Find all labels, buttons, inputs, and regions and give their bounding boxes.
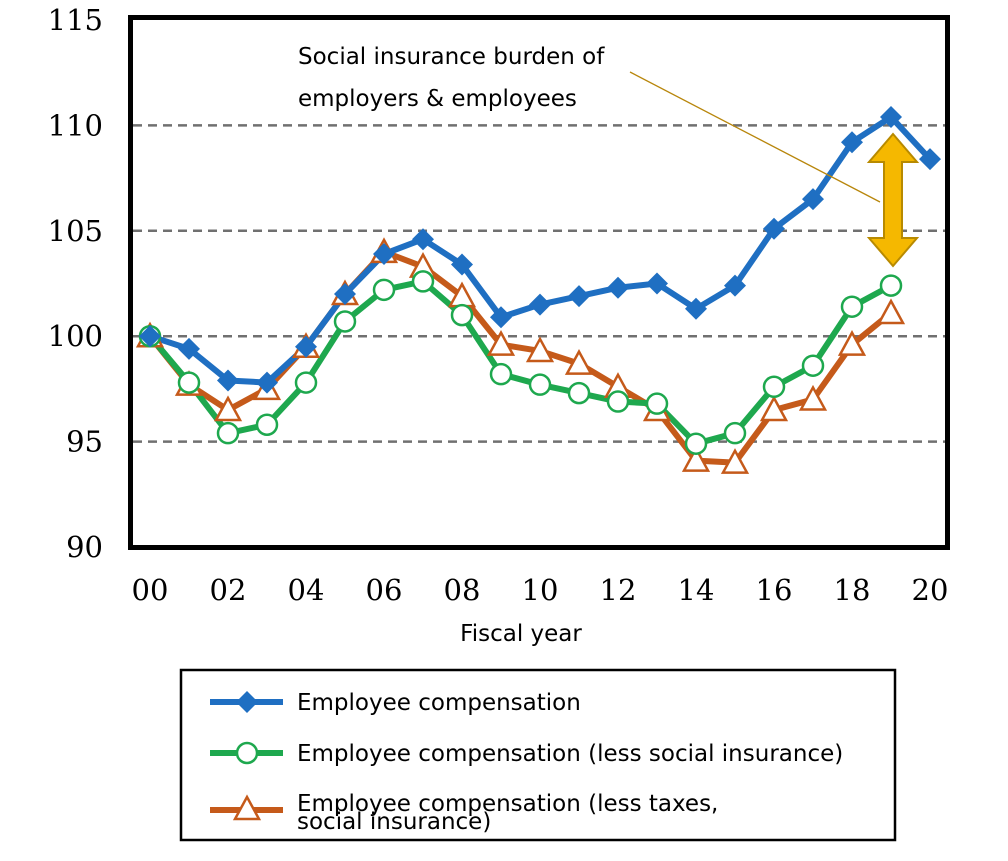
y-tick-label: 100 (48, 319, 103, 353)
x-tick-label: 10 (522, 573, 559, 607)
triangle-marker (759, 395, 789, 422)
legend-entry-less-taxes-social-insurance: Employee compensation (less taxes, socia… (210, 791, 718, 835)
annotation-leader-line (629, 71, 881, 203)
circle-marker (645, 392, 669, 415)
y-axis-ticks: 90 95 100 105 110 115 (48, 3, 103, 564)
annotation-text-line2: employers & employees (298, 86, 577, 112)
diamond-marker (334, 283, 356, 306)
circle-marker (606, 390, 630, 413)
circle-marker (294, 371, 318, 394)
triangle-marker (564, 348, 594, 375)
circle-marker (723, 421, 747, 445)
legend: Employee compensation Employee compensat… (179, 668, 897, 842)
diamond-marker (373, 242, 395, 265)
diamond-marker-icon (236, 691, 258, 713)
circle-marker (255, 413, 279, 436)
legend-entry-less-social-insurance: Employee compensation (less social insur… (210, 741, 843, 767)
series-markers (135, 105, 941, 474)
diamond-marker (646, 272, 668, 295)
annotation: Social insurance burden of employers & e… (298, 44, 920, 268)
x-axis-ticks: 00 02 04 06 08 10 12 14 16 18 20 (132, 573, 949, 607)
y-tick-label: 90 (66, 530, 103, 564)
diamond-marker (139, 325, 161, 348)
diamond-marker (529, 293, 551, 316)
diamond-marker (880, 105, 902, 128)
x-tick-label: 08 (444, 573, 481, 607)
x-tick-label: 00 (132, 573, 169, 607)
diamond-marker (217, 369, 239, 392)
gridlines (133, 124, 945, 443)
diamond-marker (763, 217, 785, 240)
circle-marker (684, 432, 708, 455)
circle-marker (801, 354, 825, 377)
circle-marker (216, 421, 240, 445)
x-tick-label: 02 (210, 573, 247, 607)
y-tick-label: 105 (48, 214, 103, 248)
legend-label-3-line1: Employee compensation (less taxes, (297, 791, 718, 817)
circle-marker (567, 381, 591, 405)
series-lines (147, 113, 933, 466)
diamond-marker (178, 337, 200, 360)
triangle-marker (681, 445, 711, 472)
diamond-marker (841, 131, 863, 154)
diamond-marker (451, 253, 473, 276)
diamond-marker (607, 276, 629, 299)
triangle-marker (876, 298, 906, 325)
legend-label-2: Employee compensation (less social insur… (297, 741, 843, 767)
circle-marker-icon (235, 741, 259, 765)
legend-box (179, 668, 897, 842)
triangle-marker (720, 448, 750, 474)
diamond-marker (802, 188, 824, 211)
x-axis-label: Fiscal year (460, 621, 582, 647)
legend-label-3-line2: social insurance) (297, 809, 491, 835)
circle-marker (489, 362, 513, 386)
x-tick-label: 12 (600, 573, 637, 607)
diamond-marker (724, 274, 746, 297)
triangle-marker (525, 336, 555, 363)
x-tick-label: 16 (756, 573, 793, 607)
triangle-marker (837, 330, 867, 356)
circle-marker (411, 270, 435, 293)
diamond-marker (685, 297, 707, 320)
circle-marker (372, 278, 396, 302)
triangle-marker-icon (232, 794, 262, 821)
circle-marker (528, 373, 552, 396)
diamond-marker (490, 306, 512, 329)
circle-marker (840, 295, 864, 318)
legend-entry-employee-compensation: Employee compensation (210, 690, 581, 716)
circle-marker (450, 303, 474, 327)
diamond-marker (919, 148, 941, 171)
x-tick-label: 14 (678, 573, 715, 607)
circle-marker (879, 274, 903, 297)
annotation-text-line1: Social insurance burden of (298, 44, 605, 70)
x-tick-label: 06 (366, 573, 403, 607)
x-tick-label: 20 (912, 573, 949, 607)
triangle-marker (798, 384, 828, 411)
y-tick-label: 110 (48, 108, 103, 142)
diamond-marker (256, 371, 278, 394)
plot-area-frame (128, 15, 950, 550)
y-tick-label: 95 (66, 425, 103, 459)
diamond-marker (568, 285, 590, 308)
circle-marker (177, 371, 201, 394)
circle-marker (333, 310, 357, 333)
circle-marker (762, 375, 786, 399)
x-tick-label: 04 (288, 573, 325, 607)
legend-label-1: Employee compensation (297, 690, 581, 716)
x-tick-label: 18 (834, 573, 871, 607)
diamond-marker (295, 335, 317, 358)
triangle-marker (213, 395, 243, 422)
y-tick-label: 115 (48, 3, 103, 37)
triangle-marker (486, 330, 516, 356)
double-arrow-icon (866, 132, 920, 268)
diamond-marker (412, 228, 434, 251)
